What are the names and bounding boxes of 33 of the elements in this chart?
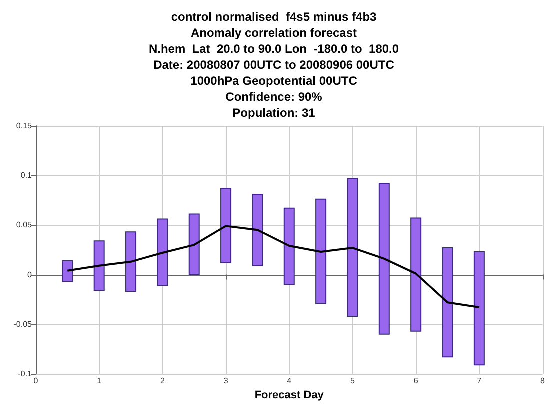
x-axis-title: Forecast Day [254, 390, 325, 402]
bar [347, 178, 358, 317]
x-tick-label: 4 [287, 376, 292, 386]
y-tick-label: 0 [28, 270, 33, 280]
bar [157, 218, 168, 286]
y-tick-label: 0.05 [16, 220, 33, 230]
x-tick-label: 2 [160, 376, 166, 386]
bar [316, 198, 327, 304]
line-series [66, 225, 480, 309]
bar [442, 248, 454, 358]
x-tick-label: 5 [350, 376, 356, 386]
x-tick-label: 8 [540, 376, 546, 386]
y-tick-label: 0.1 [20, 171, 33, 180]
chart-title: control normalised f4s5 minus f4b3 [171, 10, 378, 24]
bar [252, 194, 264, 266]
bar [94, 240, 105, 292]
bar [284, 208, 295, 286]
chart-subtitle: Anomaly correlation forecast N.hem Lat 20.0 to 90.0 Lon -180.0 to 180.0 Date: 20080807 00UTC to 20080906 00UTC 1000hPa Geopotential 00UTC Confidence: 90% Population: 31 [148, 26, 400, 120]
bar [378, 183, 390, 335]
x-tick-label: 6 [414, 376, 419, 386]
bar [220, 188, 232, 264]
bar [126, 232, 137, 292]
bar [474, 251, 485, 366]
y-tick-label: 0.15 [16, 122, 33, 130]
x-tick-label: 3 [224, 376, 229, 386]
x-tick-label: 0 [34, 376, 39, 386]
bar [410, 218, 422, 332]
y-tick-label: -0.1 [18, 370, 33, 378]
bar [188, 214, 200, 276]
bar [62, 260, 74, 282]
x-tick-label: 1 [97, 376, 102, 386]
x-tick-label: 7 [477, 376, 482, 386]
y-tick-label: -0.05 [14, 320, 33, 329]
